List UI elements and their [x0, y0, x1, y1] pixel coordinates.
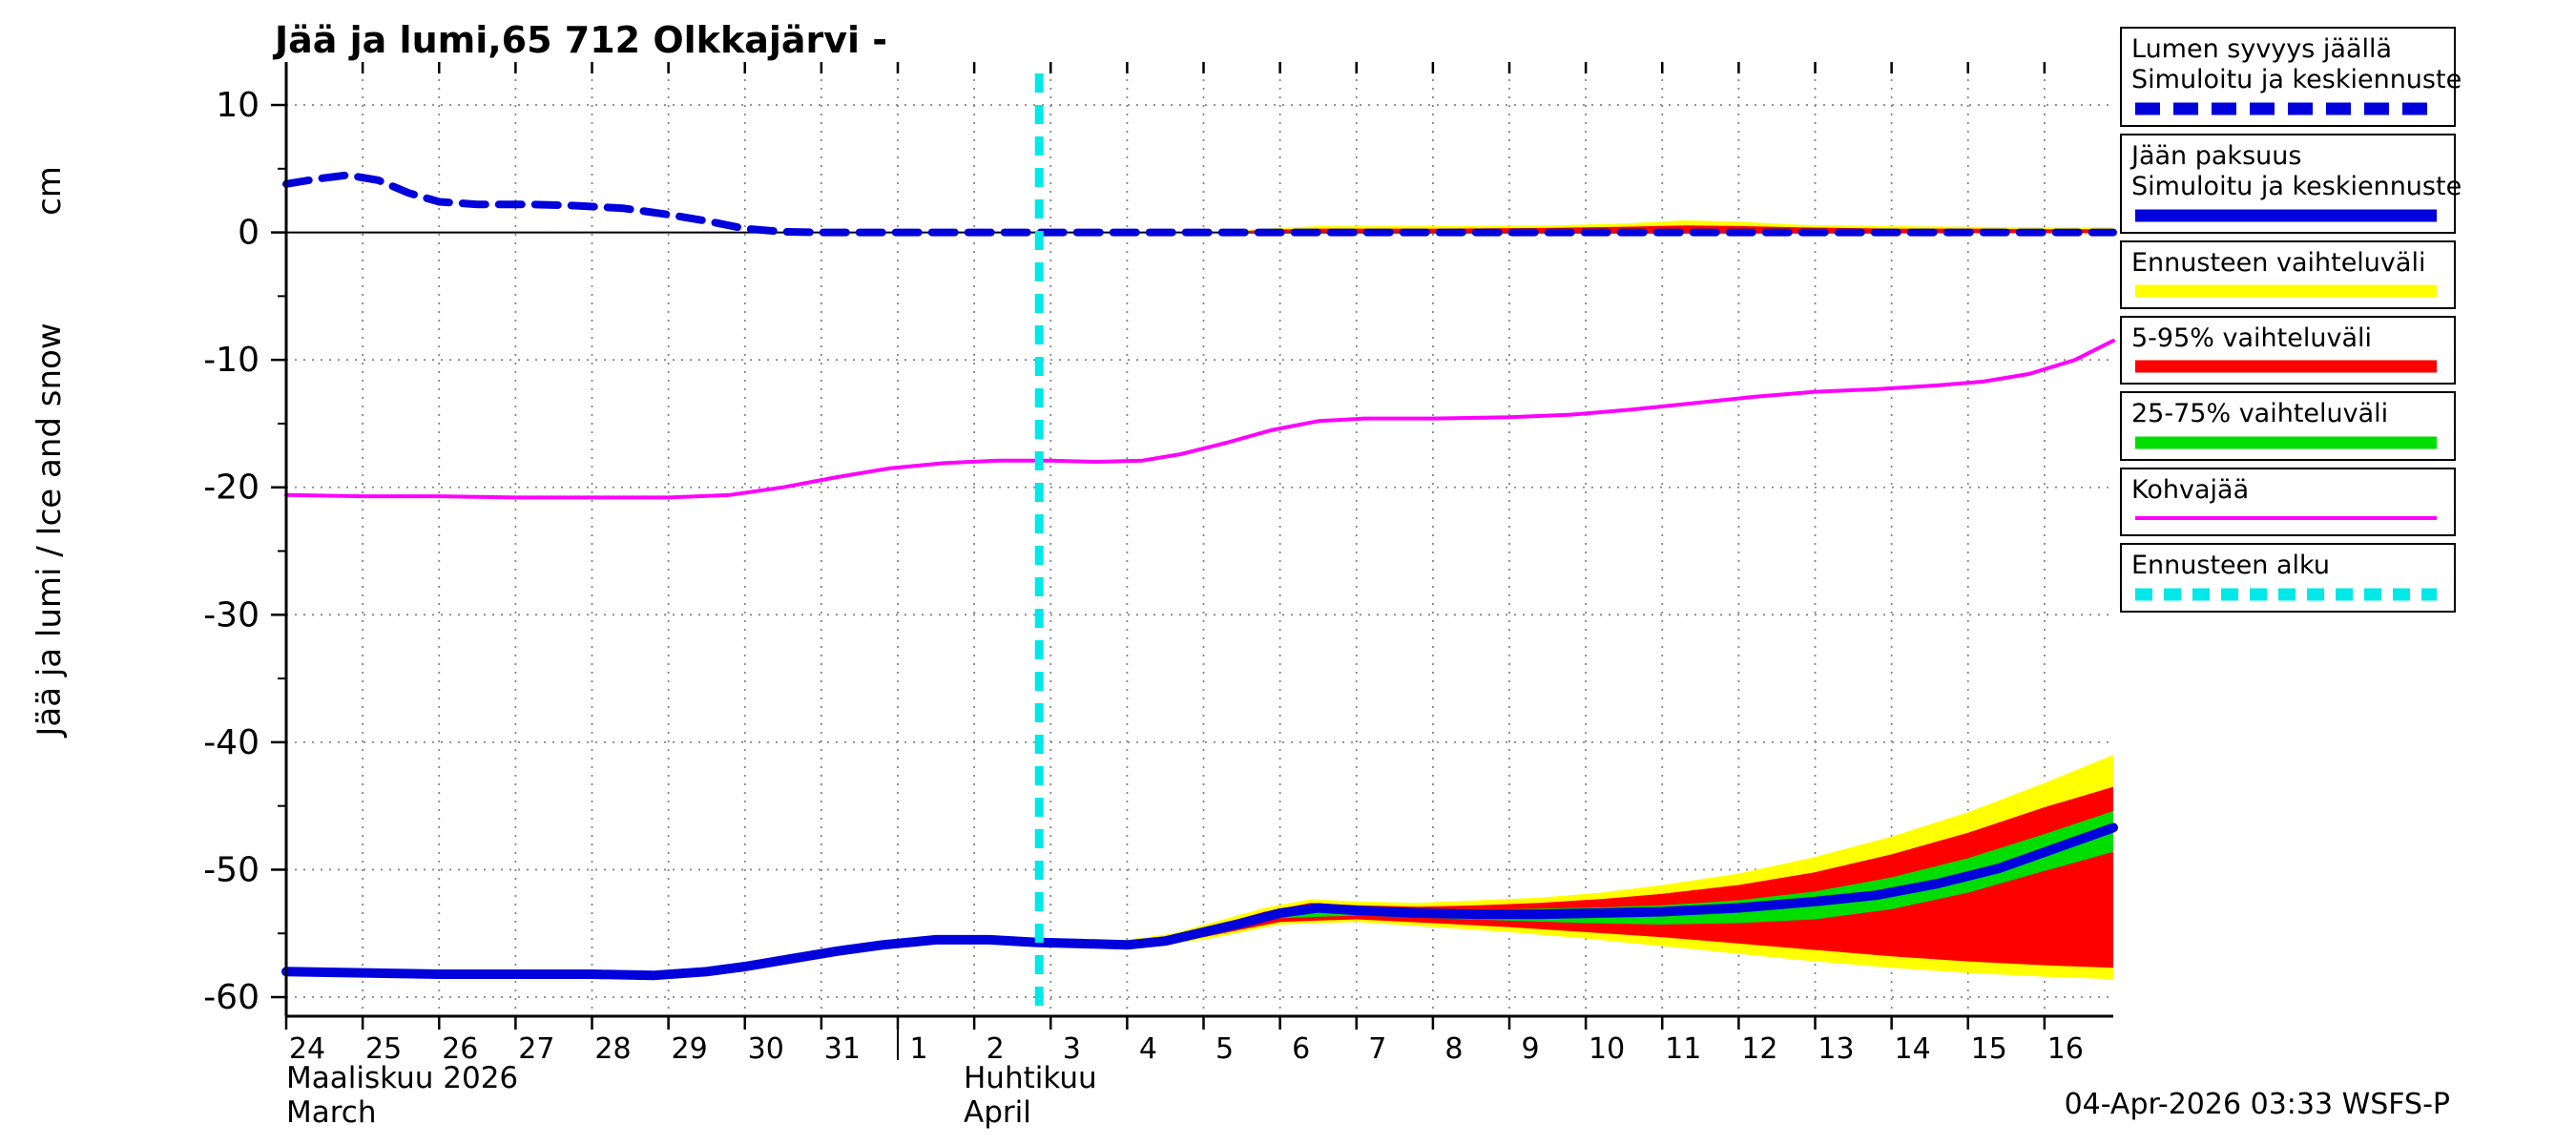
legend-item-kohvajaa: Kohvajää: [2120, 467, 2456, 537]
legend-item-forecast-start: Ennusteen alku: [2120, 543, 2456, 613]
series-snow-depth-on-ice-simulated-median: [282, 171, 2117, 237]
legend-item-25-75-range: 25-75% vaihteluväli: [2120, 391, 2456, 461]
x-tick-label: 12: [1741, 1032, 1777, 1066]
series-ice-thickness-simulated-median: [281, 822, 2118, 981]
x-tick-label: 11: [1665, 1032, 1701, 1066]
legend-label: Jään paksuus: [2131, 140, 2302, 171]
legend-swatch-yellow-line: [2135, 284, 2437, 298]
legend-swatch-blue-solid-line: [2135, 209, 2437, 222]
y-tick-label: -40: [203, 723, 260, 762]
legend-item-forecast-range: Ennusteen vaihteluväli: [2120, 239, 2456, 309]
legend-swatch-green-line: [2135, 436, 2437, 449]
month-label-april-fi: Huhtikuu: [964, 1061, 1097, 1095]
x-tick-label: 13: [1818, 1032, 1854, 1066]
legend-item-ice-thickness: Jään paksuus Simuloitu ja keskiennuste: [2120, 133, 2462, 234]
x-tick-label: 3: [1063, 1032, 1081, 1066]
month-label-march-en: March: [286, 1095, 377, 1130]
legend-label: 25-75% vaihteluväli: [2131, 399, 2389, 429]
x-tick-label: 1: [909, 1032, 927, 1066]
y-tick-label: 10: [216, 86, 260, 125]
y-tick-label: -50: [203, 850, 260, 889]
x-tick-label: 6: [1292, 1032, 1310, 1066]
y-axis-unit: cm: [31, 166, 69, 216]
legend-swatch-blue-dashed-line: [2135, 102, 2437, 115]
legend-item-snow-depth: Lumen syvyys jäällä Simuloitu ja keskien…: [2120, 27, 2462, 127]
x-tick-label: 2: [987, 1032, 1005, 1066]
y-tick-label: -10: [203, 341, 260, 380]
month-label-april-en: April: [964, 1095, 1031, 1130]
legend-label: Lumen syvyys jäällä: [2131, 34, 2393, 64]
x-tick-label: 31: [824, 1032, 861, 1066]
x-tick-label: 5: [1215, 1032, 1234, 1066]
x-tick-label: 15: [1971, 1032, 2007, 1066]
y-tick-label: -30: [203, 595, 260, 635]
x-tick-label: 9: [1521, 1032, 1539, 1066]
x-tick-label: 28: [594, 1032, 631, 1066]
y-tick-label: -20: [203, 468, 260, 508]
x-tick-label: 30: [748, 1032, 784, 1066]
x-tick-label: 25: [365, 1032, 402, 1066]
legend-label: Kohvajää: [2131, 474, 2250, 505]
x-tick-label: 24: [289, 1032, 325, 1066]
legend-label: Simuloitu ja keskiennuste: [2131, 172, 2462, 202]
legend-item-5-95-range: 5-95% vaihteluväli: [2120, 315, 2456, 385]
y-tick-label: 0: [238, 214, 260, 253]
x-tick-label: 10: [1589, 1032, 1625, 1066]
timestamp-footer: 04-Apr-2026 03:33 WSFS-P: [2064, 1088, 2450, 1121]
legend-swatch-magenta-line: [2135, 516, 2437, 521]
legend-swatch-cyan-dashed-line: [2135, 588, 2437, 601]
x-tick-label: 8: [1444, 1032, 1463, 1066]
x-tick-label: 26: [442, 1032, 478, 1066]
x-tick-label: 27: [518, 1032, 554, 1066]
legend-label: Ennusteen alku: [2131, 551, 2330, 581]
x-tick-label: 29: [672, 1032, 708, 1066]
legend-label: Simuloitu ja keskiennuste: [2131, 65, 2462, 95]
legend-label: Ennusteen vaihteluväli: [2131, 247, 2426, 278]
y-axis-label: Jää ja lumi / Ice and snow: [31, 323, 69, 737]
legend: Lumen syvyys jäällä Simuloitu ja keskien…: [2120, 27, 2462, 613]
band-ice-5-95-range: [1050, 786, 2113, 968]
x-tick-label: 4: [1139, 1032, 1157, 1066]
x-tick-label: 14: [1895, 1032, 1931, 1066]
y-tick-label: -60: [203, 978, 260, 1017]
chart-title: Jää ja lumi,65 712 Olkkajärvi -: [275, 19, 888, 61]
x-tick-label: 7: [1368, 1032, 1386, 1066]
month-label-march-fi: Maaliskuu 2026: [286, 1061, 519, 1095]
legend-label: 5-95% vaihteluväli: [2131, 323, 2372, 353]
x-tick-label: 16: [2047, 1032, 2084, 1066]
series-kohvajaa: [284, 339, 2115, 500]
legend-swatch-red-line: [2135, 360, 2437, 373]
